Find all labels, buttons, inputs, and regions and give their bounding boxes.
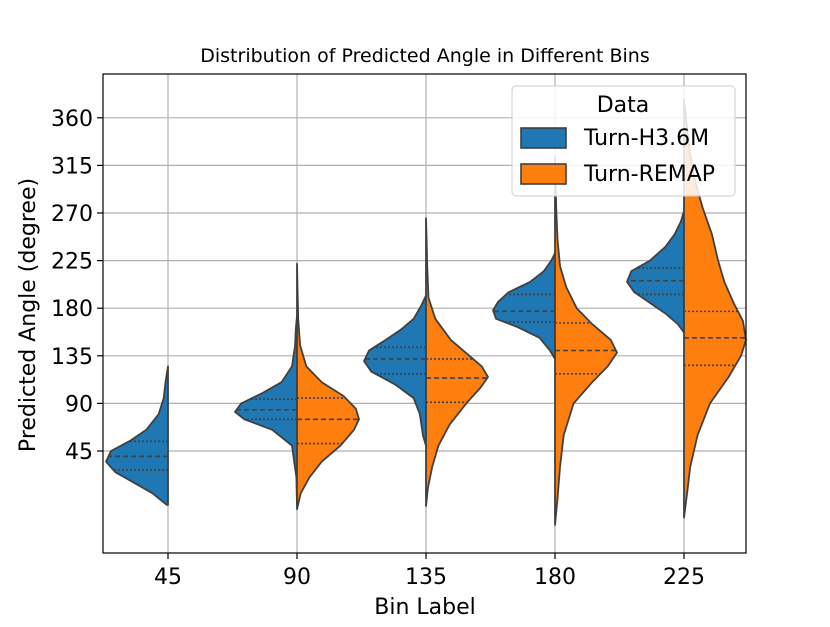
chart-title: Distribution of Predicted Angle in Diffe… <box>200 45 650 67</box>
y-tick-label-90: 90 <box>65 392 93 417</box>
y-tick-label-270: 270 <box>51 202 93 227</box>
y-tick-label-360: 360 <box>51 107 93 132</box>
legend-swatch-turn-remap <box>520 163 567 185</box>
violins <box>105 97 747 526</box>
violin-turn-h3-6m-180 <box>492 252 556 360</box>
x-tick-label-135: 135 <box>405 565 447 590</box>
x-axis-ticks: 45 90 135 180 225 <box>154 553 705 590</box>
legend-title: Data <box>597 93 650 118</box>
legend-box <box>511 85 736 197</box>
violin-turn-h3-6m-225 <box>626 210 685 334</box>
x-tick-label-90: 90 <box>283 565 311 590</box>
y-tick-label-315: 315 <box>51 154 93 179</box>
y-tick-label-45: 45 <box>65 440 93 465</box>
y-axis-label: Predicted Angle (degree) <box>16 178 41 452</box>
legend-swatch-turn-h36m <box>520 127 567 149</box>
violin-turn-remap-180 <box>554 156 618 526</box>
legend-label-turn-remap: Turn-REMAP <box>583 162 715 187</box>
legend-label-turn-h36m: Turn-H3.6M <box>583 126 709 151</box>
legend: Data Turn-H3.6M Turn-REMAP <box>511 85 736 197</box>
x-tick-label-45: 45 <box>154 565 182 590</box>
y-tick-label-225: 225 <box>51 250 93 275</box>
y-tick-label-180: 180 <box>51 297 93 322</box>
violin-turn-h3-6m-135 <box>363 294 427 447</box>
x-tick-label-180: 180 <box>534 565 576 590</box>
x-tick-label-225: 225 <box>663 565 705 590</box>
violin-turn-h3-6m-90 <box>234 314 298 507</box>
y-tick-label-135: 135 <box>51 345 93 370</box>
violin-turn-h3-6m-45 <box>105 365 169 506</box>
y-axis-ticks: 45 90 135 180 225 270 315 360 <box>51 107 103 465</box>
x-axis-label: Bin Label <box>374 595 476 620</box>
plot-frame <box>102 73 747 554</box>
violin-turn-remap-90 <box>296 262 360 511</box>
violin-turn-remap-135 <box>425 217 489 507</box>
